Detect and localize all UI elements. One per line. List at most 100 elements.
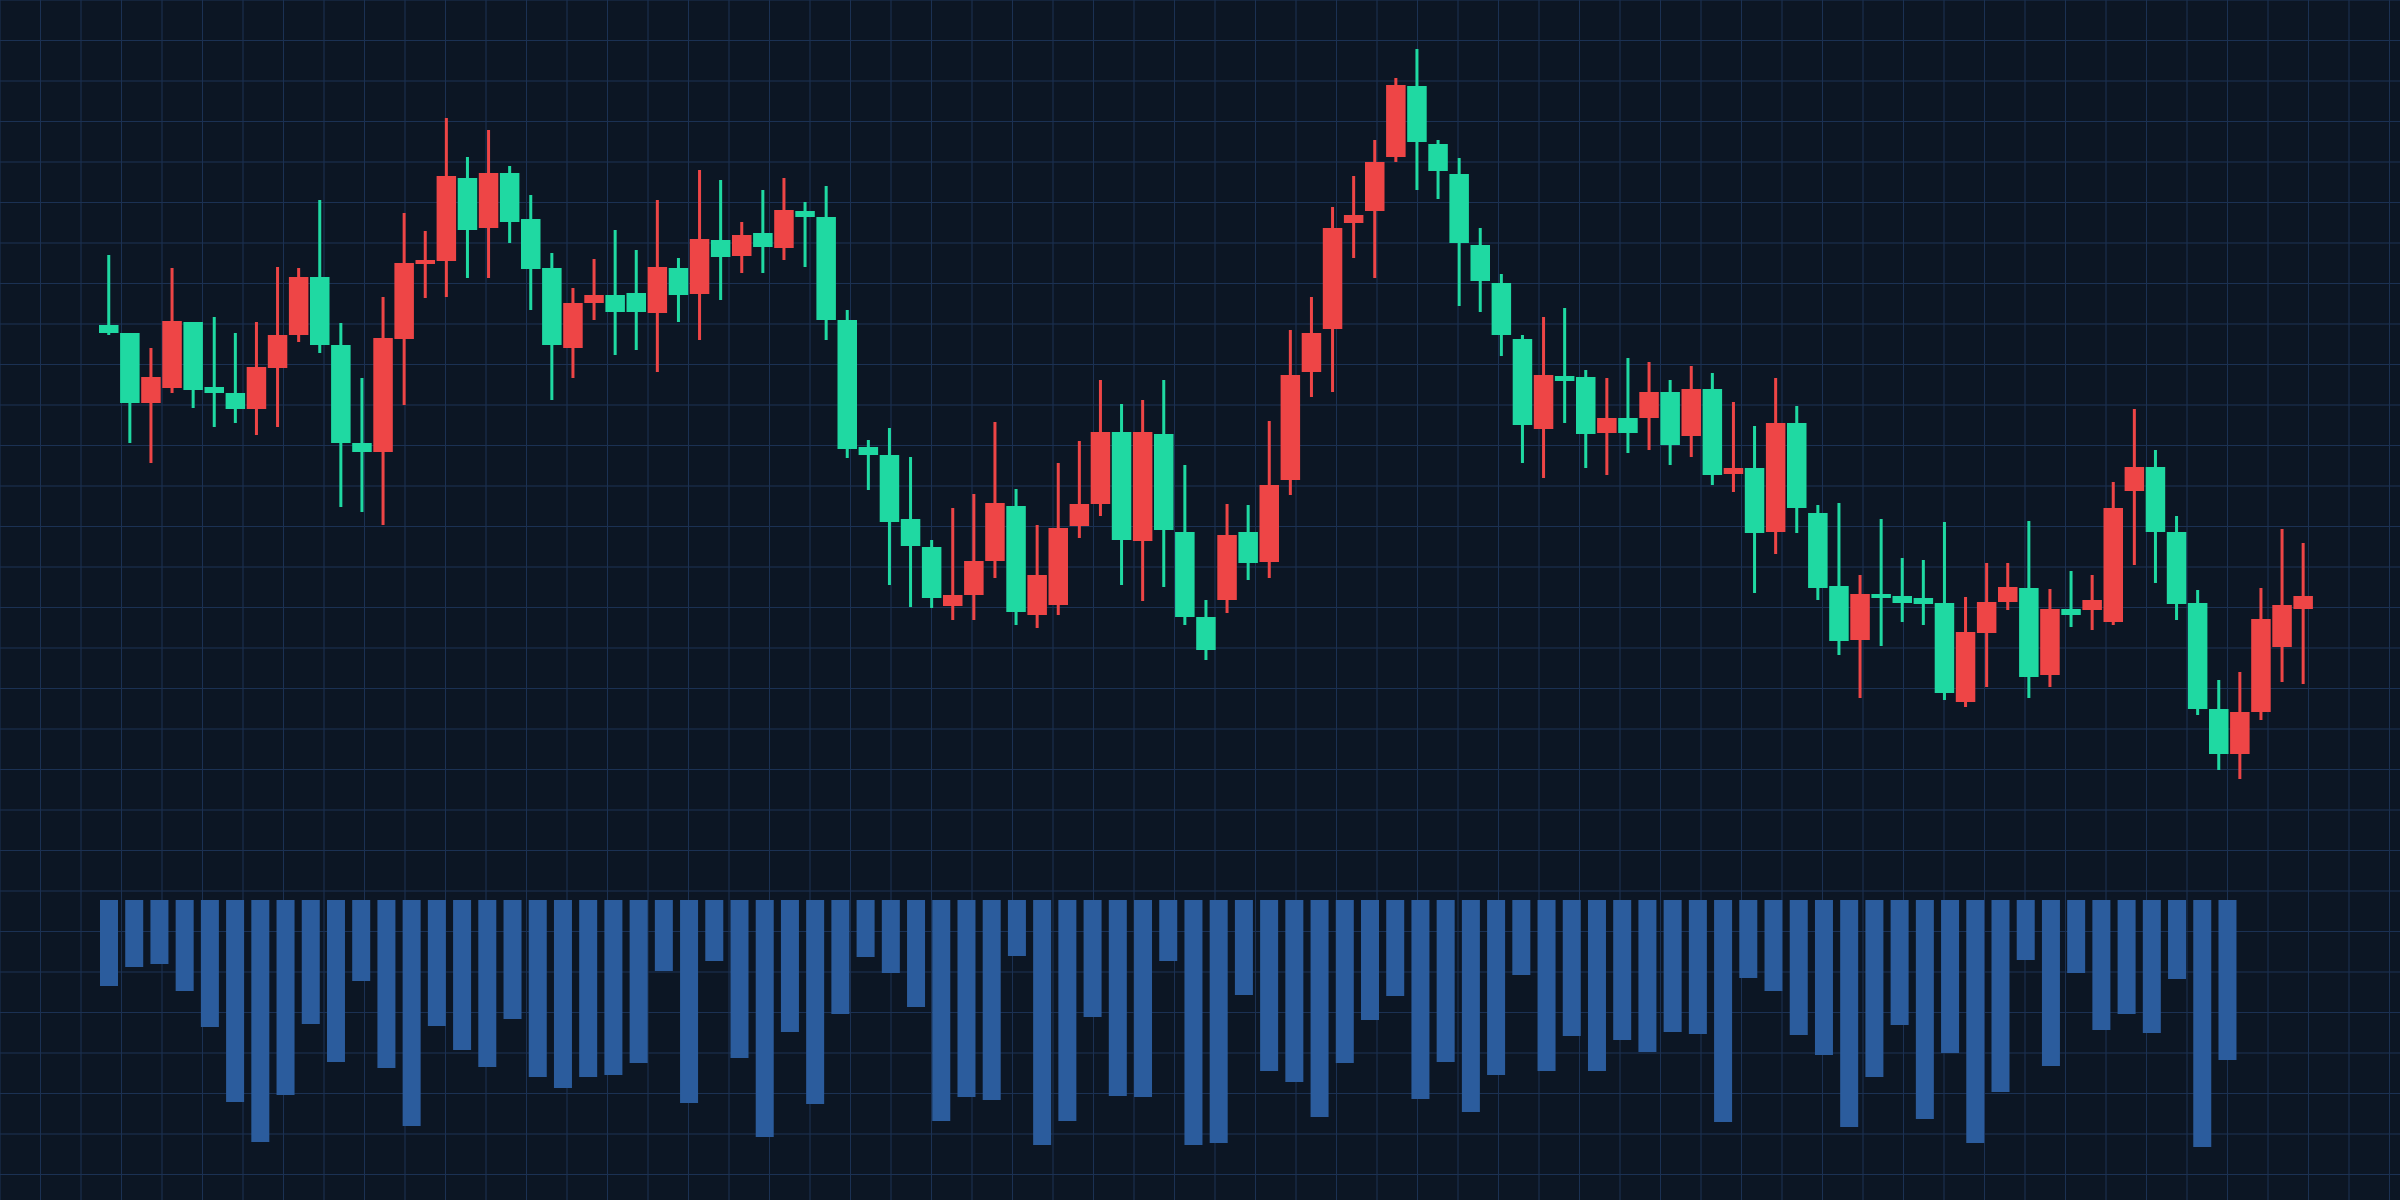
volume-bar xyxy=(957,900,976,1097)
volume-bar xyxy=(755,900,774,1137)
volume-bar xyxy=(1083,900,1102,1017)
candle-red-wick xyxy=(1731,402,1735,492)
volume-bar xyxy=(402,900,421,1126)
candle-red-body xyxy=(774,210,794,248)
candle-green-wick xyxy=(212,317,216,427)
volume-series xyxy=(100,900,2237,1147)
volume-bar xyxy=(2067,900,2086,973)
candle-green-wick xyxy=(1837,503,1841,655)
candle-green-body xyxy=(879,455,900,522)
candle-red-body xyxy=(1597,418,1617,433)
volume-bar xyxy=(1411,900,1430,1099)
candle-green-body xyxy=(1808,513,1828,588)
candle-red-body xyxy=(1998,587,2018,602)
volume-bar xyxy=(856,900,875,957)
candle-green-body xyxy=(605,295,625,312)
volume-bar xyxy=(1134,900,1153,1097)
candle-red-body xyxy=(288,277,309,335)
candle-green-body xyxy=(310,277,330,345)
volume-bar xyxy=(200,900,219,1027)
volume-bar xyxy=(150,900,169,964)
candle-red-body xyxy=(1090,432,1111,504)
volume-bar xyxy=(125,900,144,967)
volume-bar xyxy=(352,900,371,981)
candle-red-body xyxy=(415,260,435,264)
volume-bar xyxy=(377,900,396,1068)
volume-bar xyxy=(1890,900,1909,1025)
candle-green-body xyxy=(1787,423,1807,508)
candle-red-body xyxy=(2293,596,2313,609)
candle-red-body xyxy=(436,176,457,261)
candle-green-body xyxy=(1006,506,1026,612)
volume-bar xyxy=(654,900,673,971)
candle-green-body xyxy=(1871,594,1891,598)
candle-green-wick xyxy=(761,190,765,273)
candle-green-body xyxy=(1618,418,1638,433)
candle-green-body xyxy=(183,322,203,390)
candle-green-body xyxy=(1196,617,1216,650)
candle-red-body xyxy=(985,503,1005,561)
volume-bar xyxy=(226,900,245,1102)
candle-red-body xyxy=(1386,85,1406,157)
candle-green-body xyxy=(120,333,140,403)
candle-green-body xyxy=(352,443,372,452)
volume-bar xyxy=(528,900,547,1077)
volume-bar xyxy=(604,900,623,1075)
candle-red-body xyxy=(2103,508,2123,622)
candle-red-wick xyxy=(2006,563,2010,610)
candle-red-body xyxy=(732,235,752,256)
volume-bar xyxy=(1764,900,1783,991)
volume-bar xyxy=(1234,900,1253,995)
candle-red-body xyxy=(1280,375,1301,480)
candle-green-body xyxy=(858,447,879,455)
candle-red-body xyxy=(162,321,182,388)
candle-green-body xyxy=(499,173,520,222)
candle-green-body xyxy=(1428,144,1448,171)
volume-bar xyxy=(1209,900,1228,1143)
volume-bar xyxy=(1840,900,1859,1127)
candle-green-wick xyxy=(1921,560,1925,625)
candle-red-body xyxy=(1343,215,1364,223)
volume-bar xyxy=(1285,900,1304,1082)
candle-green-body xyxy=(542,268,562,345)
candle-red-body xyxy=(584,295,604,303)
candle-red-wick xyxy=(423,231,427,298)
candle-red-body xyxy=(1765,423,1786,532)
candle-green-body xyxy=(753,233,773,247)
volume-bar xyxy=(1461,900,1480,1112)
volume-bar xyxy=(1386,900,1405,996)
candle-green-body xyxy=(795,211,815,217)
candle-green-body xyxy=(99,325,119,333)
volume-bar xyxy=(680,900,699,1103)
volume-bar xyxy=(1260,900,1279,1071)
candle-green-wick xyxy=(1900,558,1904,622)
volume-bar xyxy=(730,900,749,1058)
candle-green-body xyxy=(1744,468,1765,533)
volume-bar xyxy=(301,900,320,1024)
candle-green-body xyxy=(1554,376,1575,381)
candle-red-body xyxy=(1322,228,1343,329)
volume-bar xyxy=(1562,900,1581,1036)
candle-red-wick xyxy=(2301,543,2305,684)
volume-bar xyxy=(881,900,900,973)
candle-green-wick xyxy=(1563,308,1567,423)
candle-green-body xyxy=(225,393,246,409)
candle-green-wick xyxy=(318,200,322,353)
volume-bar xyxy=(276,900,295,1095)
volume-bar xyxy=(1587,900,1606,1071)
candle-red-body xyxy=(2124,467,2145,491)
candle-green-wick xyxy=(613,230,617,355)
candle-red-wick xyxy=(993,422,997,578)
candle-green-body xyxy=(2061,609,2081,615)
candle-green-body xyxy=(1829,586,1849,641)
candle-green-body xyxy=(816,217,836,320)
volume-bar xyxy=(1966,900,1985,1143)
candle-red-body xyxy=(647,267,668,313)
volume-bar xyxy=(1335,900,1354,1063)
volume-bar xyxy=(1184,900,1203,1145)
candle-red-body xyxy=(943,595,963,606)
volume-bar xyxy=(251,900,270,1142)
candle-green-wick xyxy=(1626,358,1630,453)
candle-red-body xyxy=(1069,504,1090,526)
